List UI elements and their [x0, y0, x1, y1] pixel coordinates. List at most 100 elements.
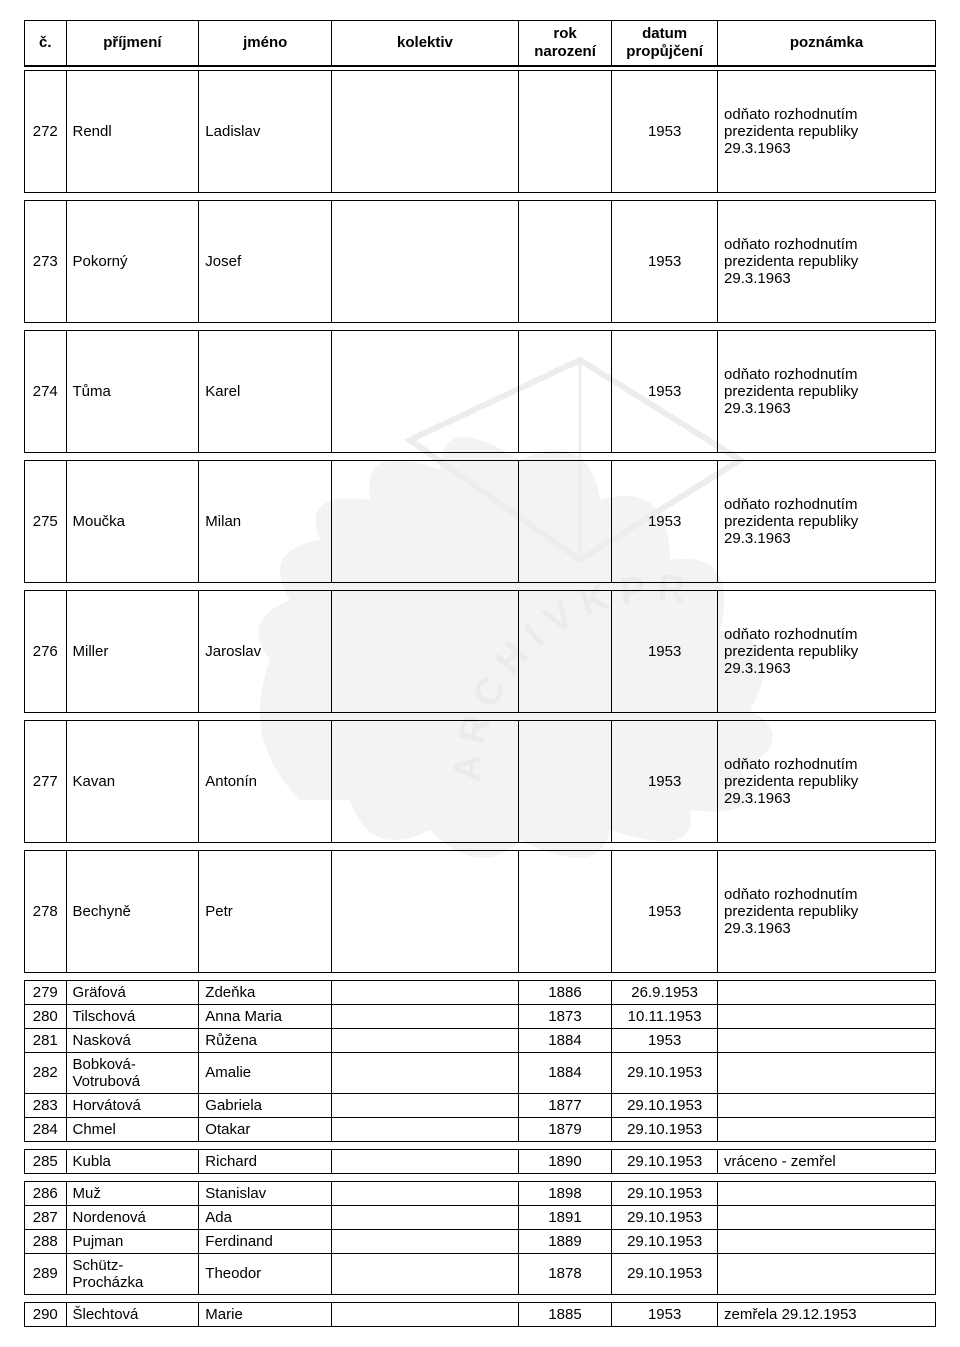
cell-num: 285 — [25, 1149, 67, 1173]
cell-date: 29.10.1953 — [612, 1093, 718, 1117]
cell-collective — [332, 1149, 519, 1173]
cell-num: 273 — [25, 200, 67, 322]
cell-collective — [332, 1004, 519, 1028]
cell-note — [718, 1181, 936, 1205]
cell-firstname: Stanislav — [199, 1181, 332, 1205]
cell-firstname: Anna Maria — [199, 1004, 332, 1028]
cell-note — [718, 1093, 936, 1117]
cell-num: 290 — [25, 1302, 67, 1326]
cell-birth — [518, 590, 611, 712]
cell-birth — [518, 200, 611, 322]
cell-note — [718, 980, 936, 1004]
cell-date: 1953 — [612, 850, 718, 972]
cell-birth: 1884 — [518, 1052, 611, 1093]
cell-date: 29.10.1953 — [612, 1205, 718, 1229]
cell-surname: Bobková- Votrubová — [66, 1052, 199, 1093]
cell-birth — [518, 460, 611, 582]
cell-surname: Bechyně — [66, 850, 199, 972]
cell-surname: Nordenová — [66, 1205, 199, 1229]
cell-num: 280 — [25, 1004, 67, 1028]
cell-num: 288 — [25, 1229, 67, 1253]
cell-surname: Kubla — [66, 1149, 199, 1173]
table-header: č. příjmení jméno kolektiv rok narození … — [25, 21, 936, 67]
cell-birth: 1891 — [518, 1205, 611, 1229]
cell-birth: 1877 — [518, 1093, 611, 1117]
cell-note: odňato rozhodnutím prezidenta republiky … — [718, 590, 936, 712]
cell-birth: 1886 — [518, 980, 611, 1004]
table-row: 282Bobková- VotrubováAmalie 188429.10.195… — [25, 1052, 936, 1093]
table-row: 288PujmanFerdinand188929.10.1953 — [25, 1229, 936, 1253]
cell-collective — [332, 70, 519, 192]
cell-date: 1953 — [612, 200, 718, 322]
cell-surname: Horvátová — [66, 1093, 199, 1117]
cell-num: 272 — [25, 70, 67, 192]
cell-collective — [332, 330, 519, 452]
cell-date: 29.10.1953 — [612, 1117, 718, 1141]
cell-num: 281 — [25, 1028, 67, 1052]
table-row: 290ŠlechtováMarie18851953zemřela 29.12.1… — [25, 1302, 936, 1326]
cell-date: 1953 — [612, 1302, 718, 1326]
cell-surname: Rendl — [66, 70, 199, 192]
cell-firstname: Milan — [199, 460, 332, 582]
cell-num: 275 — [25, 460, 67, 582]
table-row: 285KublaRichard189029.10.1953vráceno - z… — [25, 1149, 936, 1173]
cell-num: 279 — [25, 980, 67, 1004]
cell-surname: Schütz- Procházka — [66, 1253, 199, 1294]
cell-num: 283 — [25, 1093, 67, 1117]
table-row: 276MillerJaroslav1953odňato rozhodnutím … — [25, 590, 936, 712]
table-row: 278BechyněPetr1953odňato rozhodnutím pre… — [25, 850, 936, 972]
cell-collective — [332, 200, 519, 322]
cell-firstname: Josef — [199, 200, 332, 322]
col-header-firstname: jméno — [199, 21, 332, 67]
col-header-num: č. — [25, 21, 67, 67]
table-row: 280TilschováAnna Maria187310.11.1953 — [25, 1004, 936, 1028]
cell-num: 282 — [25, 1052, 67, 1093]
cell-firstname: Jaroslav — [199, 590, 332, 712]
cell-note: odňato rozhodnutím prezidenta republiky … — [718, 70, 936, 192]
table-row: 277KavanAntonín1953odňato rozhodnutím pr… — [25, 720, 936, 842]
table-row: 275MoučkaMilan1953odňato rozhodnutím pre… — [25, 460, 936, 582]
cell-birth — [518, 720, 611, 842]
table-row: 274TůmaKarel1953odňato rozhodnutím prezi… — [25, 330, 936, 452]
cell-date: 29.10.1953 — [612, 1052, 718, 1093]
cell-firstname: Antonín — [199, 720, 332, 842]
col-header-collective: kolektiv — [332, 21, 519, 67]
cell-firstname: Petr — [199, 850, 332, 972]
cell-surname: Tůma — [66, 330, 199, 452]
cell-note: odňato rozhodnutím prezidenta republiky … — [718, 850, 936, 972]
cell-surname: Kavan — [66, 720, 199, 842]
cell-birth: 1873 — [518, 1004, 611, 1028]
cell-date: 29.10.1953 — [612, 1253, 718, 1294]
cell-birth: 1879 — [518, 1117, 611, 1141]
cell-note — [718, 1028, 936, 1052]
cell-date: 1953 — [612, 590, 718, 712]
cell-surname: Šlechtová — [66, 1302, 199, 1326]
cell-firstname: Ladislav — [199, 70, 332, 192]
cell-collective — [332, 1052, 519, 1093]
cell-firstname: Karel — [199, 330, 332, 452]
cell-num: 276 — [25, 590, 67, 712]
cell-note: odňato rozhodnutím prezidenta republiky … — [718, 460, 936, 582]
cell-note — [718, 1052, 936, 1093]
cell-collective — [332, 1229, 519, 1253]
cell-collective — [332, 1117, 519, 1141]
cell-surname: Gräfová — [66, 980, 199, 1004]
cell-num: 277 — [25, 720, 67, 842]
cell-firstname: Ada — [199, 1205, 332, 1229]
cell-date: 29.10.1953 — [612, 1181, 718, 1205]
cell-firstname: Amalie — [199, 1052, 332, 1093]
table-body: 272RendlLadislav1953odňato rozhodnutím p… — [25, 66, 936, 1326]
table-row: 284ChmelOtakar187929.10.1953 — [25, 1117, 936, 1141]
table-row: 281NaskováRůžena18841953 — [25, 1028, 936, 1052]
cell-date: 10.11.1953 — [612, 1004, 718, 1028]
cell-surname: Chmel — [66, 1117, 199, 1141]
cell-num: 274 — [25, 330, 67, 452]
cell-collective — [332, 720, 519, 842]
cell-note — [718, 1117, 936, 1141]
table-row: 273PokornýJosef1953odňato rozhodnutím pr… — [25, 200, 936, 322]
cell-birth — [518, 70, 611, 192]
col-header-note: poznámka — [718, 21, 936, 67]
cell-birth: 1885 — [518, 1302, 611, 1326]
table-row: 287NordenováAda189129.10.1953 — [25, 1205, 936, 1229]
cell-collective — [332, 1253, 519, 1294]
